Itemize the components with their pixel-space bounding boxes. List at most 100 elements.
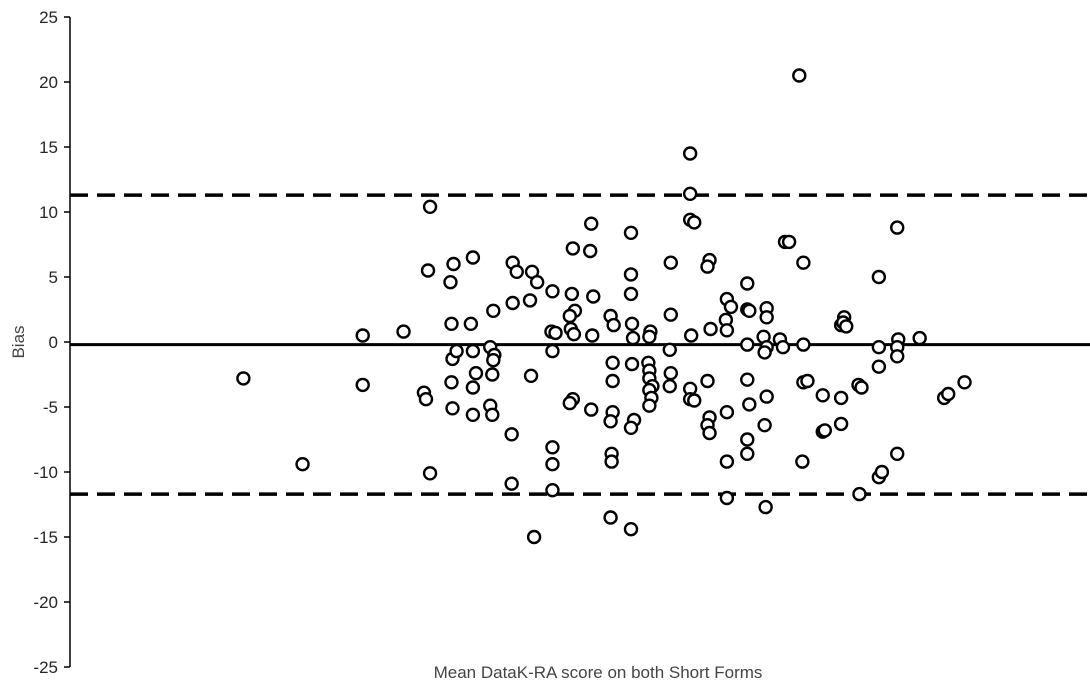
data-point	[355, 377, 370, 393]
data-point	[663, 307, 678, 322]
data-point	[871, 359, 887, 374]
data-point	[663, 255, 678, 270]
y-tick-label: 20	[39, 73, 58, 92]
data-point	[526, 529, 542, 545]
data-point	[871, 340, 887, 355]
y-tick-label: -15	[33, 528, 58, 547]
data-point	[465, 407, 481, 422]
data-point	[562, 395, 577, 411]
data-point	[719, 490, 735, 506]
y-tick-label: -25	[33, 658, 58, 677]
data-point	[605, 355, 620, 370]
data-point	[642, 329, 657, 344]
data-point	[757, 345, 772, 360]
data-point	[623, 286, 639, 302]
data-point	[465, 380, 481, 395]
data-point	[585, 328, 600, 343]
y-tick-label: 0	[49, 333, 58, 352]
data-point	[445, 401, 460, 416]
data-point	[781, 234, 797, 250]
data-point	[839, 319, 854, 334]
y-axis-title: Bias	[9, 325, 28, 358]
x-axis-title: Mean DataK-RA score on both Short Forms	[434, 663, 763, 682]
data-point	[800, 373, 815, 389]
data-point	[852, 486, 867, 502]
data-point	[890, 349, 905, 364]
data-point	[509, 264, 524, 279]
data-point	[624, 356, 640, 372]
data-point	[796, 337, 811, 352]
y-axis-ticks: 25 20 15 10 5 0 -5 -10 -15 -20 -25	[33, 8, 70, 677]
data-point	[605, 373, 620, 389]
data-point	[912, 330, 927, 346]
data-point	[504, 476, 519, 491]
data-point	[719, 405, 735, 420]
data-point	[740, 432, 755, 447]
reference-lines	[70, 193, 1090, 496]
data-point	[871, 269, 887, 285]
data-point	[682, 186, 698, 202]
data-point	[623, 420, 639, 435]
data-point	[444, 316, 459, 331]
data-point	[236, 371, 251, 386]
data-point	[485, 367, 500, 382]
data-point	[957, 375, 972, 390]
data-point	[545, 440, 560, 455]
data-point	[663, 366, 678, 381]
data-point	[775, 340, 791, 355]
data-point	[723, 299, 739, 315]
y-tick-label: -20	[33, 593, 58, 612]
data-point	[792, 68, 807, 83]
data-point	[625, 330, 641, 346]
data-point	[687, 215, 702, 230]
y-tick-label: 25	[39, 8, 58, 27]
data-point	[759, 310, 774, 325]
data-point	[603, 414, 618, 429]
data-point	[700, 259, 715, 274]
data-point	[566, 327, 582, 342]
y-tick-label: 10	[39, 203, 58, 222]
y-tick-label: 5	[49, 268, 58, 287]
data-point	[420, 263, 436, 278]
data-point	[465, 343, 481, 359]
data-point	[815, 388, 830, 403]
data-point	[702, 425, 717, 441]
data-point	[623, 267, 639, 282]
data-point	[468, 366, 484, 381]
data-point	[522, 293, 538, 308]
data-point	[485, 407, 500, 422]
data-point	[545, 343, 560, 359]
data-point	[854, 380, 869, 395]
data-point	[444, 375, 459, 390]
data-point	[422, 199, 438, 215]
data-point	[687, 393, 702, 408]
data-point	[719, 323, 735, 338]
data-point	[583, 243, 598, 259]
data-point	[833, 416, 849, 432]
data-point	[795, 454, 810, 469]
data-point	[623, 225, 639, 241]
data-point	[545, 457, 560, 472]
data-point	[584, 216, 599, 231]
data-point	[418, 392, 434, 407]
data-point	[295, 457, 310, 472]
data-point	[486, 353, 501, 368]
data-points	[236, 68, 972, 545]
y-tick-label: 15	[39, 138, 58, 157]
data-point	[443, 275, 458, 290]
data-point	[396, 324, 411, 339]
data-point	[759, 389, 774, 404]
data-point	[606, 317, 621, 333]
data-point	[446, 256, 461, 272]
data-point	[796, 255, 811, 270]
data-point	[623, 522, 639, 537]
data-point	[548, 325, 563, 341]
data-point	[890, 220, 905, 235]
data-point	[545, 284, 560, 299]
data-point	[624, 316, 640, 331]
data-point	[564, 286, 580, 302]
data-point	[700, 373, 715, 389]
data-point	[719, 454, 735, 469]
data-point	[603, 510, 618, 525]
data-point	[740, 337, 755, 352]
